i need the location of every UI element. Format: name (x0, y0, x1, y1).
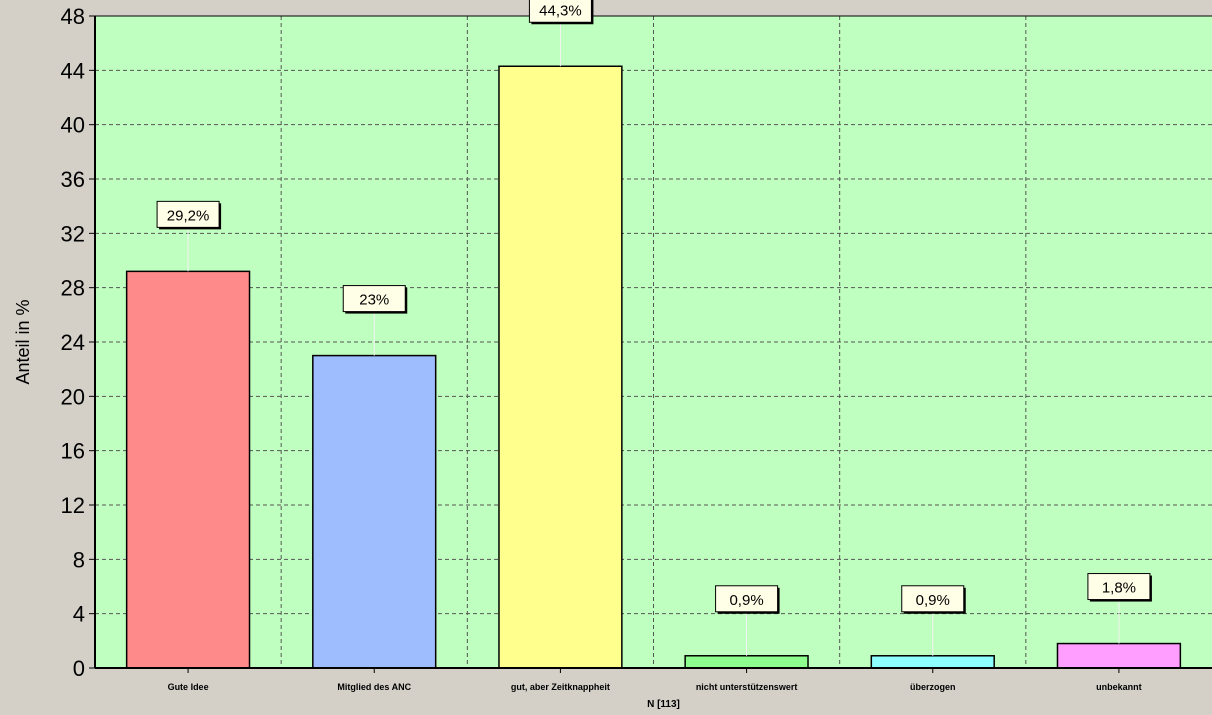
data-label-box (156, 200, 220, 228)
y-tick-label: 16 (61, 439, 85, 464)
grid-lines (95, 15, 1212, 668)
x-tick-label: Gute Idee (168, 682, 209, 692)
data-label: 1,8% (1102, 580, 1136, 597)
x-tick-label: gut, aber Zeitknappheit (511, 682, 610, 692)
data-label-box (1087, 573, 1151, 601)
y-tick-label: 24 (61, 330, 85, 355)
bar (684, 655, 809, 669)
data-label: 0,9% (729, 592, 763, 609)
x-tick-label: Mitglied des ANC (337, 682, 411, 692)
data-label: 23% (359, 292, 389, 309)
data-label-box (528, 0, 592, 23)
bar (498, 65, 623, 669)
y-tick-label: 48 (61, 4, 85, 29)
data-label-box (715, 585, 779, 613)
data-label: 44,3% (539, 2, 582, 19)
y-tick-label: 8 (73, 547, 85, 572)
bars (125, 65, 1182, 669)
y-tick-label: 0 (73, 656, 85, 681)
data-label: 29,2% (167, 207, 210, 224)
bar (1056, 642, 1182, 669)
y-tick-label: 28 (61, 276, 85, 301)
x-tick-label: unbekannt (1096, 682, 1142, 692)
y-tick-label: 20 (61, 384, 85, 409)
y-tick-label: 32 (61, 221, 85, 246)
x-axis-ticks: Gute Idee Mitglied des ANC gut, aber Zeitk… (168, 668, 1142, 692)
bar (125, 270, 251, 669)
y-tick-label: 36 (61, 167, 85, 192)
bar (312, 354, 437, 669)
y-tick-label: 4 (73, 602, 85, 627)
data-label-box (901, 585, 965, 613)
data-labels: 29,2% 23% 44,3% 0,9% 0,9% 1,8% (156, 0, 1152, 656)
x-axis-label: N [113] (647, 699, 680, 710)
data-label-box (342, 285, 406, 313)
x-tick-label: überzogen (910, 682, 956, 692)
y-tick-label: 40 (61, 113, 85, 138)
y-tick-label: 44 (61, 58, 85, 83)
bar (870, 655, 995, 669)
y-axis-label: Anteil in % (13, 299, 33, 384)
data-label: 0,9% (916, 592, 950, 609)
y-tick-label: 12 (61, 493, 85, 518)
x-tick-label: nicht unterstützenswert (696, 682, 798, 692)
